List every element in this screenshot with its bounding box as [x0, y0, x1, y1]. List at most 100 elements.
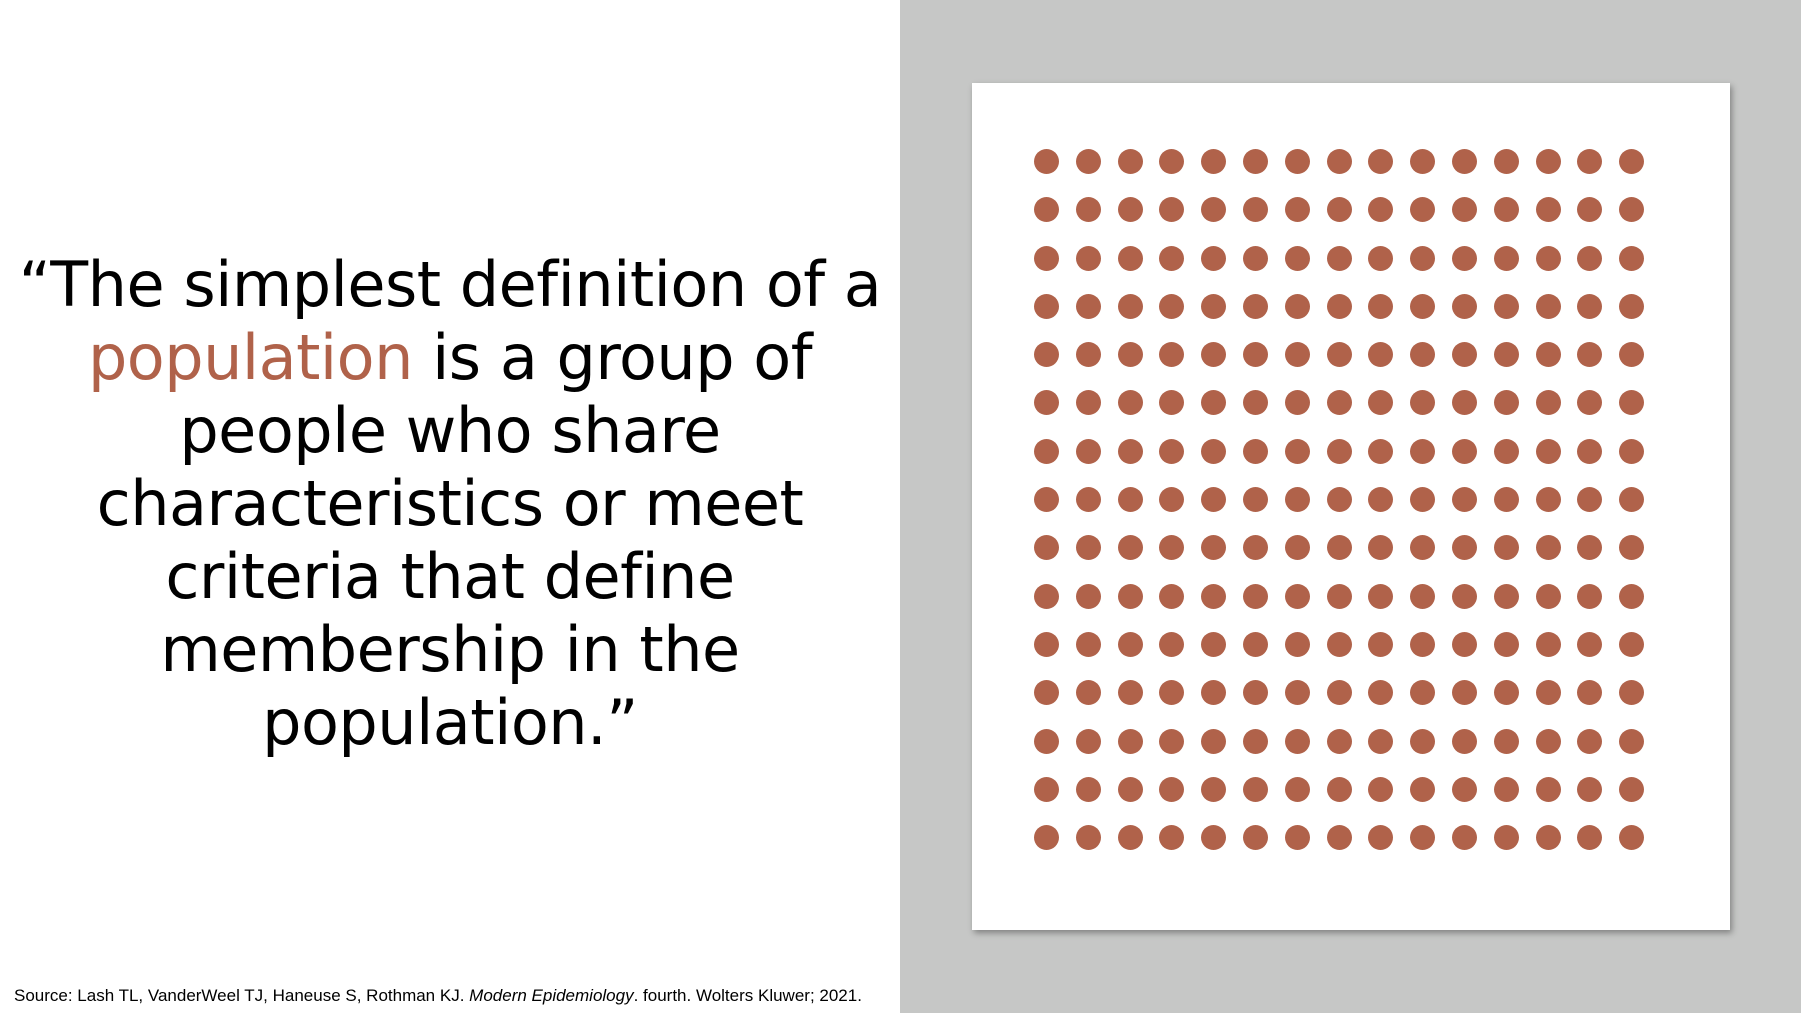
population-dot	[1368, 825, 1394, 851]
population-dot	[1493, 245, 1519, 271]
population-dot	[1577, 342, 1603, 368]
population-dot	[1451, 728, 1477, 754]
population-dot	[1535, 342, 1561, 368]
population-dot	[1619, 680, 1645, 706]
population-dot	[1577, 487, 1603, 513]
population-dot	[1075, 390, 1101, 416]
population-dot	[1577, 293, 1603, 319]
population-dot	[1368, 631, 1394, 657]
population-dot	[1535, 245, 1561, 271]
population-dot	[1410, 776, 1436, 802]
population-dot	[1075, 487, 1101, 513]
population-dot	[1284, 535, 1310, 561]
population-dot	[1075, 583, 1101, 609]
population-dot	[1242, 149, 1268, 174]
population-dot	[1619, 197, 1645, 223]
population-dot	[1034, 680, 1059, 706]
population-dot	[1410, 535, 1436, 561]
population-dot	[1284, 197, 1310, 223]
population-dot	[1368, 438, 1394, 464]
population-dot	[1034, 390, 1059, 416]
population-dot	[1201, 293, 1227, 319]
population-dot	[1284, 583, 1310, 609]
population-dot	[1493, 438, 1519, 464]
population-dot	[1535, 776, 1561, 802]
population-dot	[1410, 390, 1436, 416]
population-dot	[1117, 245, 1143, 271]
population-dot	[1493, 293, 1519, 319]
population-dot	[1242, 197, 1268, 223]
population-dot-grid	[1034, 149, 1645, 851]
population-dot	[1368, 149, 1394, 174]
source-prefix: Source: Lash TL, VanderWeel TJ, Haneuse …	[14, 986, 465, 1005]
population-dot	[1619, 535, 1645, 561]
population-dot	[1159, 728, 1185, 754]
population-dot	[1201, 631, 1227, 657]
population-dot	[1117, 487, 1143, 513]
population-dot	[1619, 728, 1645, 754]
population-dot	[1242, 487, 1268, 513]
population-dot	[1619, 342, 1645, 368]
population-dot	[1493, 197, 1519, 223]
population-dot	[1410, 197, 1436, 223]
population-dot	[1493, 149, 1519, 174]
population-dot	[1034, 197, 1059, 223]
population-dot	[1326, 728, 1352, 754]
population-dot	[1075, 438, 1101, 464]
population-dot	[1577, 197, 1603, 223]
population-dot	[1619, 776, 1645, 802]
population-dot	[1410, 631, 1436, 657]
population-dot	[1368, 535, 1394, 561]
population-dot	[1410, 149, 1436, 174]
population-dot	[1159, 776, 1185, 802]
population-dot	[1075, 535, 1101, 561]
population-dot	[1284, 776, 1310, 802]
population-dot	[1284, 487, 1310, 513]
population-dot	[1034, 535, 1059, 561]
population-dot	[1451, 293, 1477, 319]
population-dot	[1159, 825, 1185, 851]
population-dot	[1619, 293, 1645, 319]
population-dot	[1034, 342, 1059, 368]
population-dot	[1535, 583, 1561, 609]
population-dot	[1034, 825, 1059, 851]
population-dot	[1577, 583, 1603, 609]
population-dot	[1284, 149, 1310, 174]
population-dot	[1410, 438, 1436, 464]
population-dot	[1368, 293, 1394, 319]
population-dot	[1577, 631, 1603, 657]
population-dot	[1410, 825, 1436, 851]
population-dot	[1242, 825, 1268, 851]
population-dot	[1075, 342, 1101, 368]
population-dot	[1201, 438, 1227, 464]
population-dot	[1201, 583, 1227, 609]
population-dot	[1284, 825, 1310, 851]
population-dot	[1619, 438, 1645, 464]
population-dot	[1242, 293, 1268, 319]
population-dot	[1535, 631, 1561, 657]
population-dot	[1201, 728, 1227, 754]
population-dot	[1242, 728, 1268, 754]
population-dot	[1159, 535, 1185, 561]
population-dot	[1493, 487, 1519, 513]
population-dot	[1493, 776, 1519, 802]
population-dot	[1451, 197, 1477, 223]
population-dot	[1326, 293, 1352, 319]
population-dot	[1326, 390, 1352, 416]
population-dot	[1619, 825, 1645, 851]
population-dot	[1201, 535, 1227, 561]
population-dot	[1326, 197, 1352, 223]
population-figure-card	[972, 83, 1730, 930]
population-dot	[1535, 825, 1561, 851]
population-dot	[1075, 776, 1101, 802]
quote-part-1: “The simplest definition of a	[18, 248, 882, 321]
source-title: Modern Epidemiology	[469, 986, 634, 1005]
population-dot	[1242, 245, 1268, 271]
population-dot	[1577, 245, 1603, 271]
population-dot	[1368, 487, 1394, 513]
population-dot	[1159, 487, 1185, 513]
population-dot	[1242, 680, 1268, 706]
population-dot	[1493, 342, 1519, 368]
population-dot	[1493, 680, 1519, 706]
